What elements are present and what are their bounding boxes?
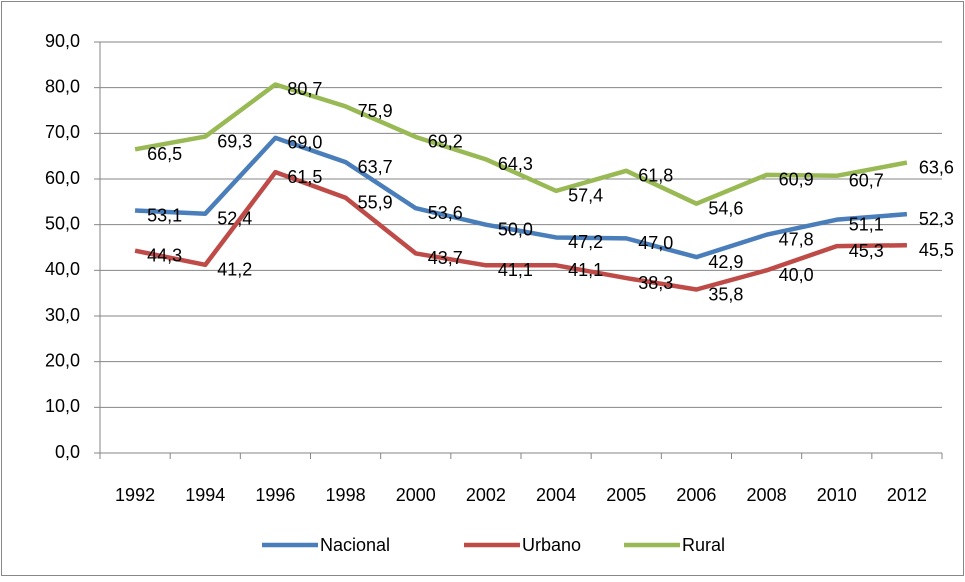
data-label: 44,3 xyxy=(147,245,182,265)
data-label: 61,5 xyxy=(287,167,322,187)
data-label: 69,2 xyxy=(428,132,463,152)
x-tick-label: 2008 xyxy=(747,485,787,505)
y-tick-label: 60,0 xyxy=(45,168,80,188)
data-label: 61,8 xyxy=(638,166,673,186)
data-label: 50,0 xyxy=(498,219,533,239)
data-label: 75,9 xyxy=(358,101,393,121)
y-tick-label: 70,0 xyxy=(45,122,80,142)
legend-label: Rural xyxy=(682,535,725,555)
y-tick-label: 30,0 xyxy=(45,305,80,325)
x-tick-label: 2010 xyxy=(817,485,857,505)
data-label: 35,8 xyxy=(708,284,743,304)
legend-label: Urbano xyxy=(522,535,581,555)
y-tick-label: 10,0 xyxy=(45,396,80,416)
data-label: 55,9 xyxy=(358,192,393,212)
legend-label: Nacional xyxy=(320,535,390,555)
data-label: 38,3 xyxy=(638,273,673,293)
y-tick-label: 50,0 xyxy=(45,213,80,233)
y-tick-label: 80,0 xyxy=(45,76,80,96)
x-tick-label: 2006 xyxy=(676,485,716,505)
data-label: 80,7 xyxy=(287,79,322,99)
x-tick-label: 1998 xyxy=(326,485,366,505)
data-label: 47,0 xyxy=(638,233,673,253)
y-tick-label: 40,0 xyxy=(45,259,80,279)
data-label: 51,1 xyxy=(849,214,884,234)
data-label: 41,1 xyxy=(568,260,603,280)
series-line xyxy=(134,169,907,292)
data-label: 57,4 xyxy=(568,186,603,206)
data-label: 47,2 xyxy=(568,232,603,252)
data-label: 69,0 xyxy=(287,133,322,153)
x-tick-label: 1992 xyxy=(115,485,155,505)
data-label: 53,1 xyxy=(147,205,182,225)
data-label: 52,3 xyxy=(919,209,954,229)
x-tick-label: 1996 xyxy=(255,485,295,505)
data-label: 45,5 xyxy=(919,240,954,260)
data-label: 40,0 xyxy=(779,265,814,285)
data-label: 63,7 xyxy=(358,157,393,177)
y-tick-label: 90,0 xyxy=(45,31,80,51)
x-tick-label: 2005 xyxy=(606,485,646,505)
data-label: 43,7 xyxy=(428,248,463,268)
data-label: 64,3 xyxy=(498,154,533,174)
data-label: 41,1 xyxy=(498,260,533,280)
x-tick-label: 2012 xyxy=(887,485,927,505)
data-label: 69,3 xyxy=(217,131,252,151)
data-label: 45,3 xyxy=(849,241,884,261)
data-label: 60,7 xyxy=(849,171,884,191)
x-tick-label: 1994 xyxy=(185,485,225,505)
x-tick-label: 2000 xyxy=(396,485,436,505)
y-tick-label: 20,0 xyxy=(45,350,80,370)
data-label: 66,5 xyxy=(147,144,182,164)
data-label: 53,6 xyxy=(428,203,463,223)
data-label: 41,2 xyxy=(217,260,252,280)
data-label: 54,6 xyxy=(708,198,743,218)
series-line xyxy=(134,82,908,206)
data-label: 63,6 xyxy=(919,157,954,177)
y-tick-label: 0,0 xyxy=(55,442,80,462)
data-label: 42,9 xyxy=(708,252,743,272)
x-tick-label: 2004 xyxy=(536,485,576,505)
data-label: 47,8 xyxy=(779,229,814,249)
x-tick-label: 2002 xyxy=(466,485,506,505)
data-label: 60,9 xyxy=(779,170,814,190)
series-line xyxy=(134,135,908,260)
